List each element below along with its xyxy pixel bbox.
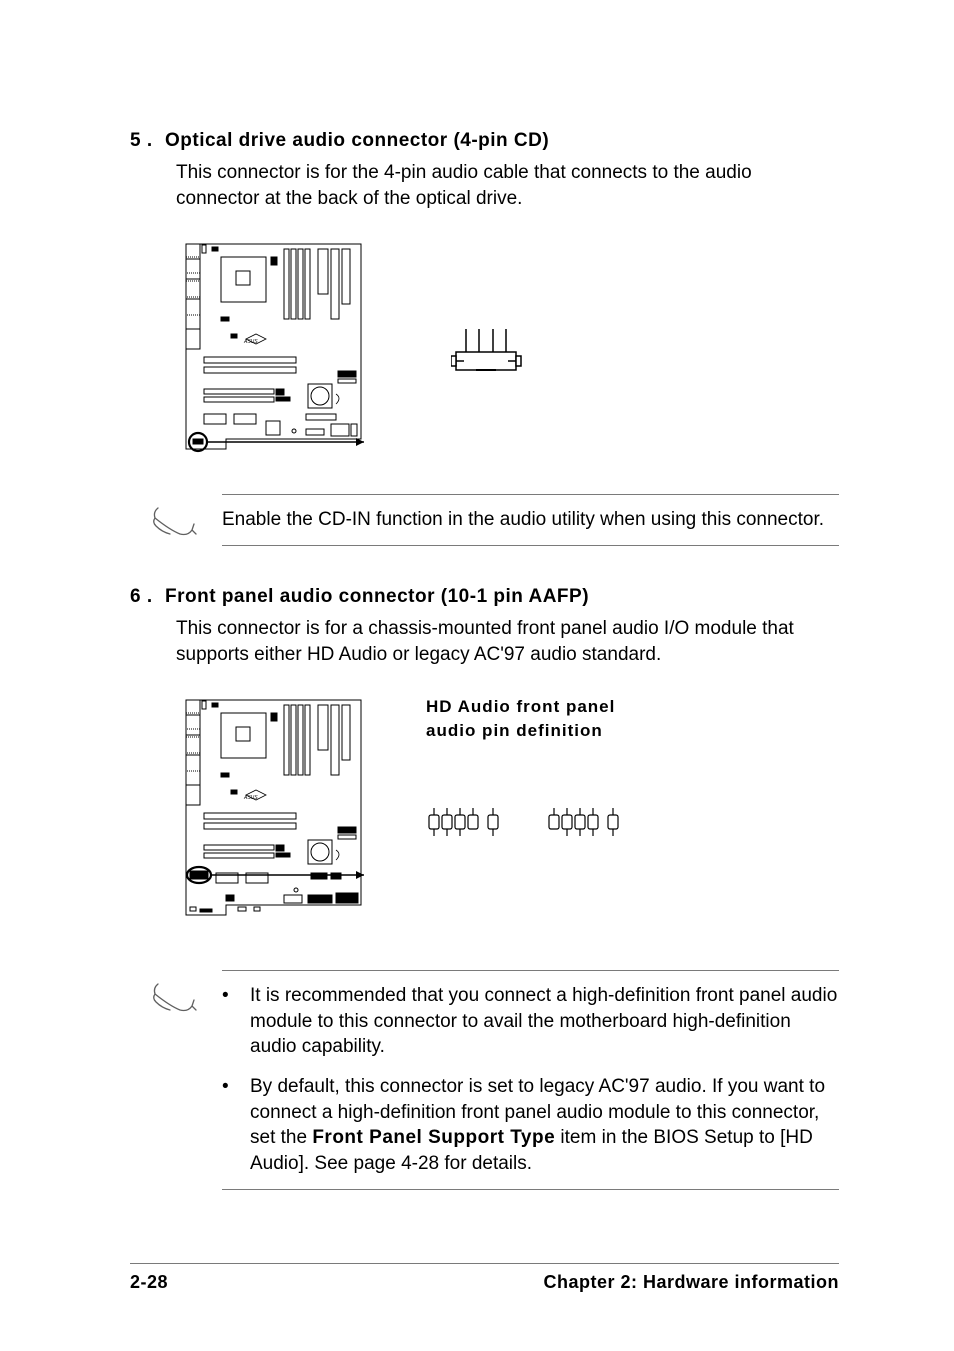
- svg-text:ASUS: ASUS: [243, 339, 258, 345]
- note-6-bullet-1: • It is recommended that you connect a h…: [222, 983, 839, 1060]
- section-5-diagram-row: ASUS: [176, 239, 839, 454]
- pin-definition-block: HD Audio front panel audio pin definitio…: [426, 695, 626, 843]
- motherboard-diagram-aafp: ASUS: [176, 695, 371, 920]
- note-6-bullet-2-text: By default, this connector is set to leg…: [250, 1074, 839, 1177]
- note-6-bullet-1-text: It is recommended that you connect a hig…: [250, 983, 839, 1060]
- motherboard-diagram-cd: ASUS: [176, 239, 371, 454]
- section-6-diagram-row: ASUS: [176, 695, 839, 920]
- section-6-title: Front panel audio connector (10-1 pin AA…: [165, 586, 589, 607]
- svg-text:ASUS: ASUS: [243, 795, 258, 801]
- note-icon: [150, 504, 198, 540]
- section-5-heading: 5 .Optical drive audio connector (4-pin …: [130, 130, 839, 152]
- note-block-5: Enable the CD-IN function in the audio u…: [150, 494, 839, 546]
- note-5-text: Enable the CD-IN function in the audio u…: [222, 494, 839, 546]
- section-6-body: This connector is for a chassis-mounted …: [176, 616, 839, 667]
- note-6-bullet-2: • By default, this connector is set to l…: [222, 1074, 839, 1177]
- section-5-body: This connector is for the 4-pin audio ca…: [176, 160, 839, 211]
- note-block-6: • It is recommended that you connect a h…: [150, 970, 839, 1189]
- pin-connectors-row: [426, 803, 626, 843]
- section-6-num: 6 .: [130, 586, 165, 608]
- note-6-content: • It is recommended that you connect a h…: [222, 970, 839, 1189]
- note-icon: [150, 980, 198, 1016]
- section-5-title: Optical drive audio connector (4-pin CD): [165, 130, 549, 151]
- section-6-heading: 6 .Front panel audio connector (10-1 pin…: [130, 586, 839, 608]
- bullet-icon: •: [222, 983, 250, 1060]
- footer-rule: [130, 1263, 839, 1264]
- bullet-icon: •: [222, 1074, 250, 1177]
- pin-title-line2: audio pin definition: [426, 721, 603, 740]
- aafp-connector-1: [426, 803, 506, 843]
- cd-connector-detail: [451, 317, 526, 377]
- page-number: 2-28: [130, 1272, 168, 1293]
- page-footer: 2-28 Chapter 2: Hardware information: [130, 1263, 839, 1293]
- note-6-b2-bold: Front Panel Support Type: [312, 1127, 555, 1148]
- aafp-connector-2: [546, 803, 626, 843]
- section-5-num: 5 .: [130, 130, 165, 152]
- pin-definition-title: HD Audio front panel audio pin definitio…: [426, 695, 626, 743]
- pin-title-line1: HD Audio front panel: [426, 697, 615, 716]
- chapter-title: Chapter 2: Hardware information: [543, 1272, 839, 1293]
